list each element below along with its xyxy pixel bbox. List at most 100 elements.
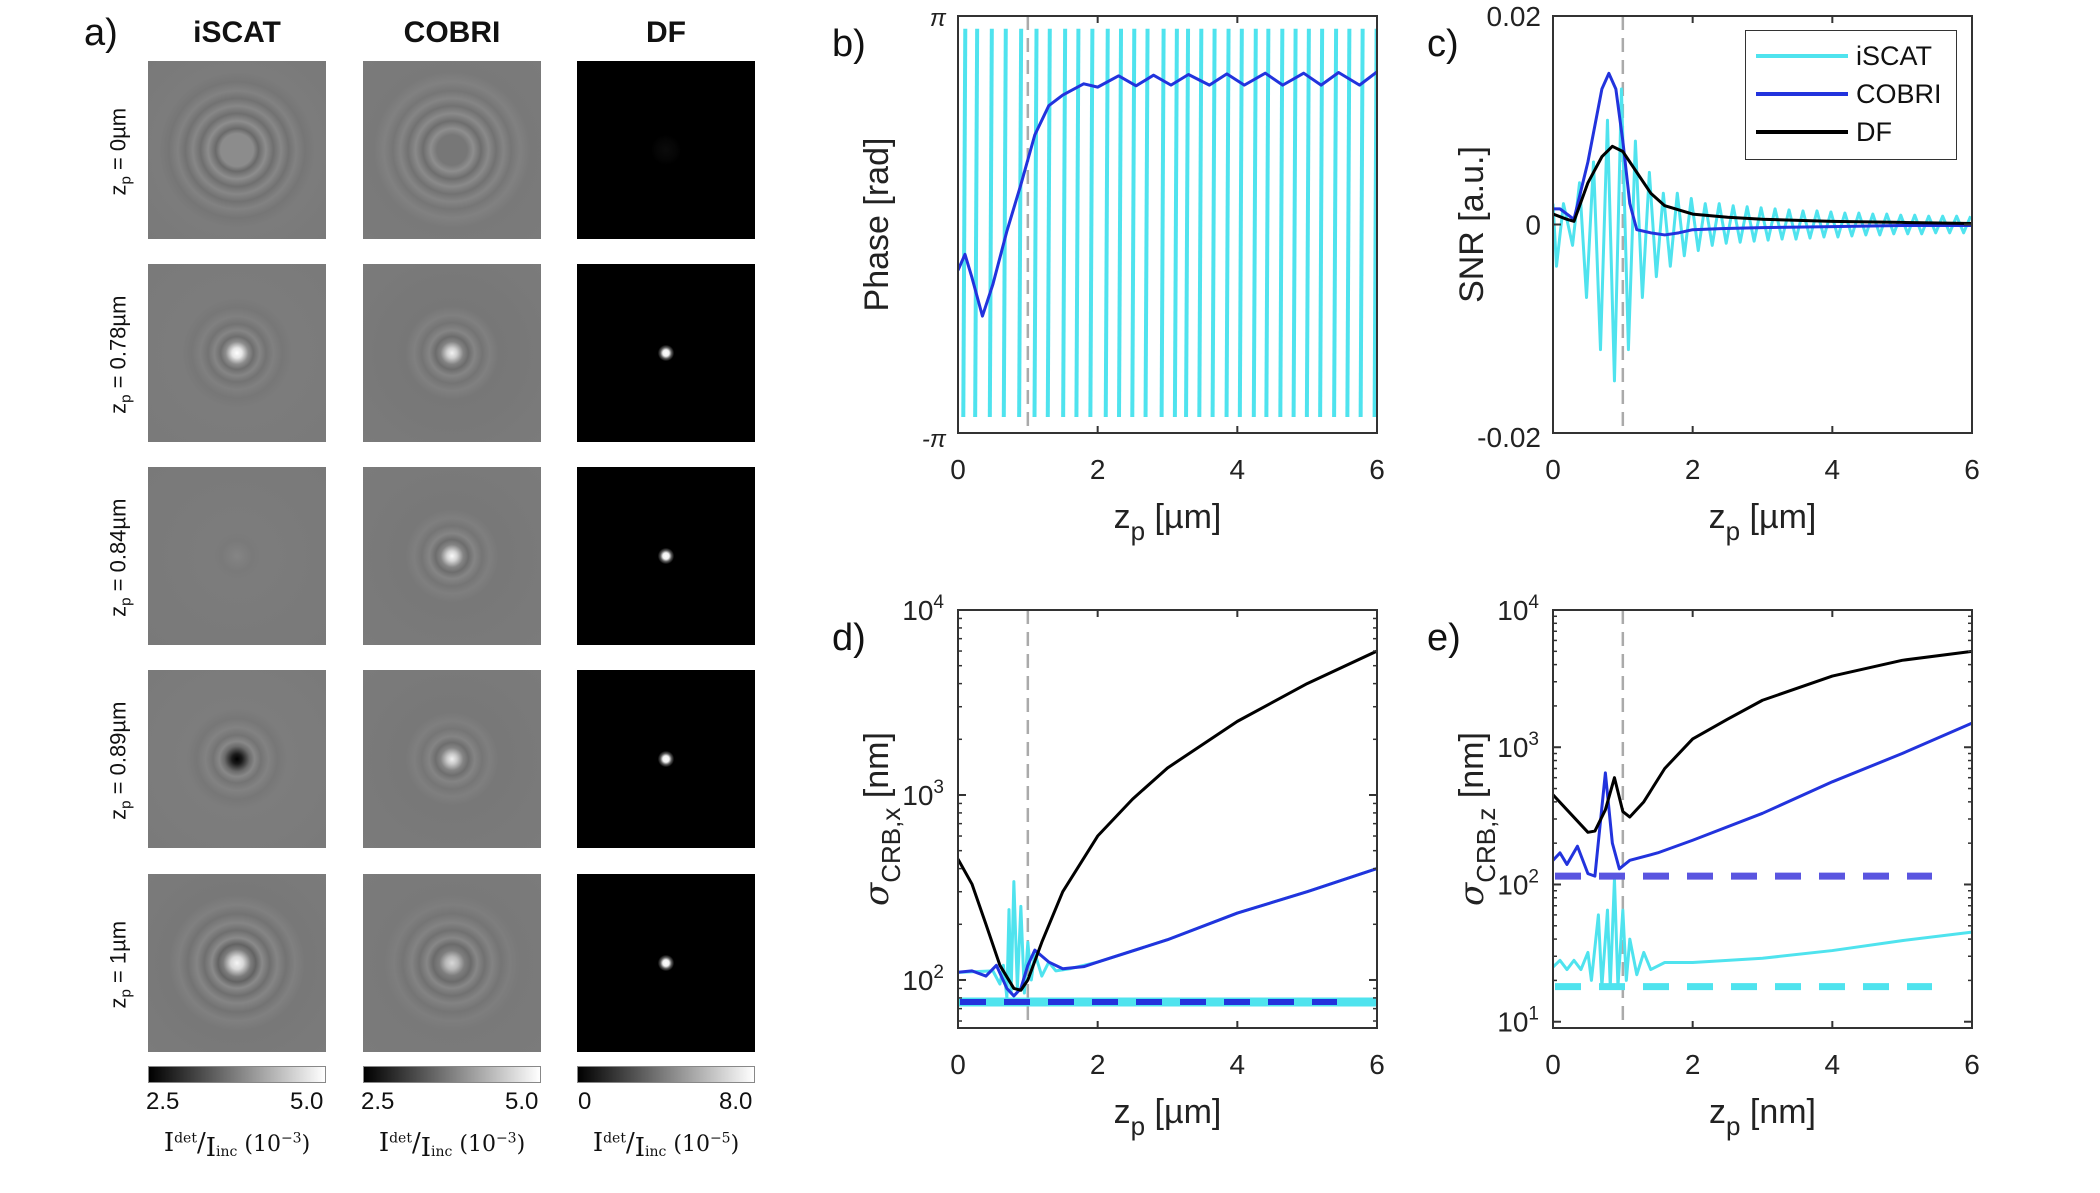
y-tick-label: 101 [1497,1004,1539,1038]
series-iscat-segment [1210,28,1217,417]
y-tick-exp: 3 [1528,729,1539,750]
series-iscat-segment [1032,28,1039,417]
y-tick-base: 10 [902,965,933,996]
y-tick-base: 10 [902,780,933,811]
den: I [420,1133,432,1164]
x-tick-label: 2 [1090,1049,1106,1080]
axes-box [957,609,1378,1029]
x-label-rest: [µm] [1740,498,1816,536]
image-df-row-5 [577,874,755,1052]
den: I [205,1133,217,1164]
series-iscat [1553,87,1972,383]
image-df-row-2 [577,264,755,442]
y-tick-label: π [930,5,947,32]
den-sup: inc [216,1144,238,1161]
colorbar-df-min: 0 [578,1088,592,1115]
colorbar-df-max: 8.0 [719,1088,753,1115]
series-iscat-segment [1332,28,1339,417]
y-axis-label: Phase [rad] [858,138,896,312]
panel-b: 0 2 4 6 -π π zp [µm] Phase [rad] b) [832,5,1385,546]
y-tick-base: 10 [902,595,933,626]
x-tick-label: 4 [1230,1049,1246,1080]
x-label-sub: p [1131,516,1145,546]
image-df-row-4 [577,670,755,848]
series-iscat-segment [1358,28,1365,417]
series-iscat-segment [1088,28,1095,417]
x-label-main: z [1709,498,1726,536]
y-tick-label: 0.02 [1487,1,1542,32]
panel-d-letter: d) [832,617,866,659]
den-sup: inc [431,1144,453,1161]
series-iscat-segment [1001,28,1008,417]
colorbar-cobri-max: 5.0 [505,1088,539,1115]
y-tick-label: 103 [1497,729,1539,763]
y-tick-exp: 3 [933,777,944,798]
legend: iSCAT COBRI DF [1745,30,1957,160]
x-tick-label: 2 [1090,454,1106,485]
exp: −3 [280,1130,302,1147]
series-iscat [1553,877,1972,989]
colorbar-cobri-min: 2.5 [361,1088,395,1115]
image-df-row-1 [577,61,755,239]
series-iscat-segment [1278,28,1285,417]
plot-area [958,16,1377,433]
y-tick-base: 10 [1497,595,1528,626]
x-tick-label: 0 [1545,1049,1561,1080]
image-cobri-row-5 [363,874,541,1052]
y-tick-base: 10 [1497,1007,1528,1038]
x-label-rest: [µm] [1145,1093,1221,1131]
image-df-row-3 [577,467,755,645]
series-iscat-segment [1117,28,1124,417]
series-iscat-segment [1103,28,1110,417]
series-iscat-segment [1074,28,1081,417]
series-iscat-segment [1251,28,1258,417]
y-axis-label: σCRB,z [nm] [1452,732,1501,906]
plot-area [958,610,1377,1028]
num-sup: det [603,1130,626,1147]
scale: (10 [459,1132,496,1157]
colorbar-df [577,1066,755,1083]
series-iscat-segment [1045,28,1052,417]
x-label-main: z [1114,1093,1131,1131]
x-tick-label: 6 [1369,454,1385,485]
image-cobri-row-3 [363,467,541,645]
series-iscat-segment [973,28,980,417]
series-iscat-segment [1291,28,1298,417]
exp: −5 [709,1130,731,1147]
panel-e-letter: e) [1427,617,1461,659]
legend-swatch-cobri [1756,92,1848,96]
close: ) [516,1132,526,1157]
y-tick-exp: 1 [1528,1004,1539,1025]
series-iscat-segment [1345,28,1352,417]
y-tick-exp: 2 [1528,866,1539,887]
series-iscat-segment [1172,28,1179,417]
legend-item-df: DF [1746,113,1956,151]
axes-box [957,15,1378,434]
colorbar-iscat-max: 5.0 [290,1088,324,1115]
x-tick-label: 6 [1369,1049,1385,1080]
y-label-sub: CRB,x [876,808,906,883]
y-tick-label: -0.02 [1477,422,1541,453]
image-iscat-row-1 [148,61,326,239]
colorbar-label-iscat: Idet/Iinc (10−3) [163,1128,311,1164]
x-label-rest: [nm] [1740,1093,1816,1131]
colorbar-label-cobri: Idet/Iinc (10−3) [378,1128,526,1164]
scale: (10 [673,1132,710,1157]
series-iscat-segment [961,28,968,417]
y-tick-label: 103 [902,777,944,811]
legend-swatch-iscat [1756,54,1848,58]
panel-a-letter: a) [84,12,118,54]
series-cobri [1553,721,1972,878]
den-sup: inc [645,1144,667,1161]
colorbar-iscat [148,1066,326,1083]
legend-swatch-df [1756,130,1848,134]
series-iscat-segment [1184,28,1191,417]
x-tick-label: 4 [1825,454,1841,485]
x-tick-label: 4 [1230,454,1246,485]
close: ) [301,1132,311,1157]
den: I [634,1133,646,1164]
